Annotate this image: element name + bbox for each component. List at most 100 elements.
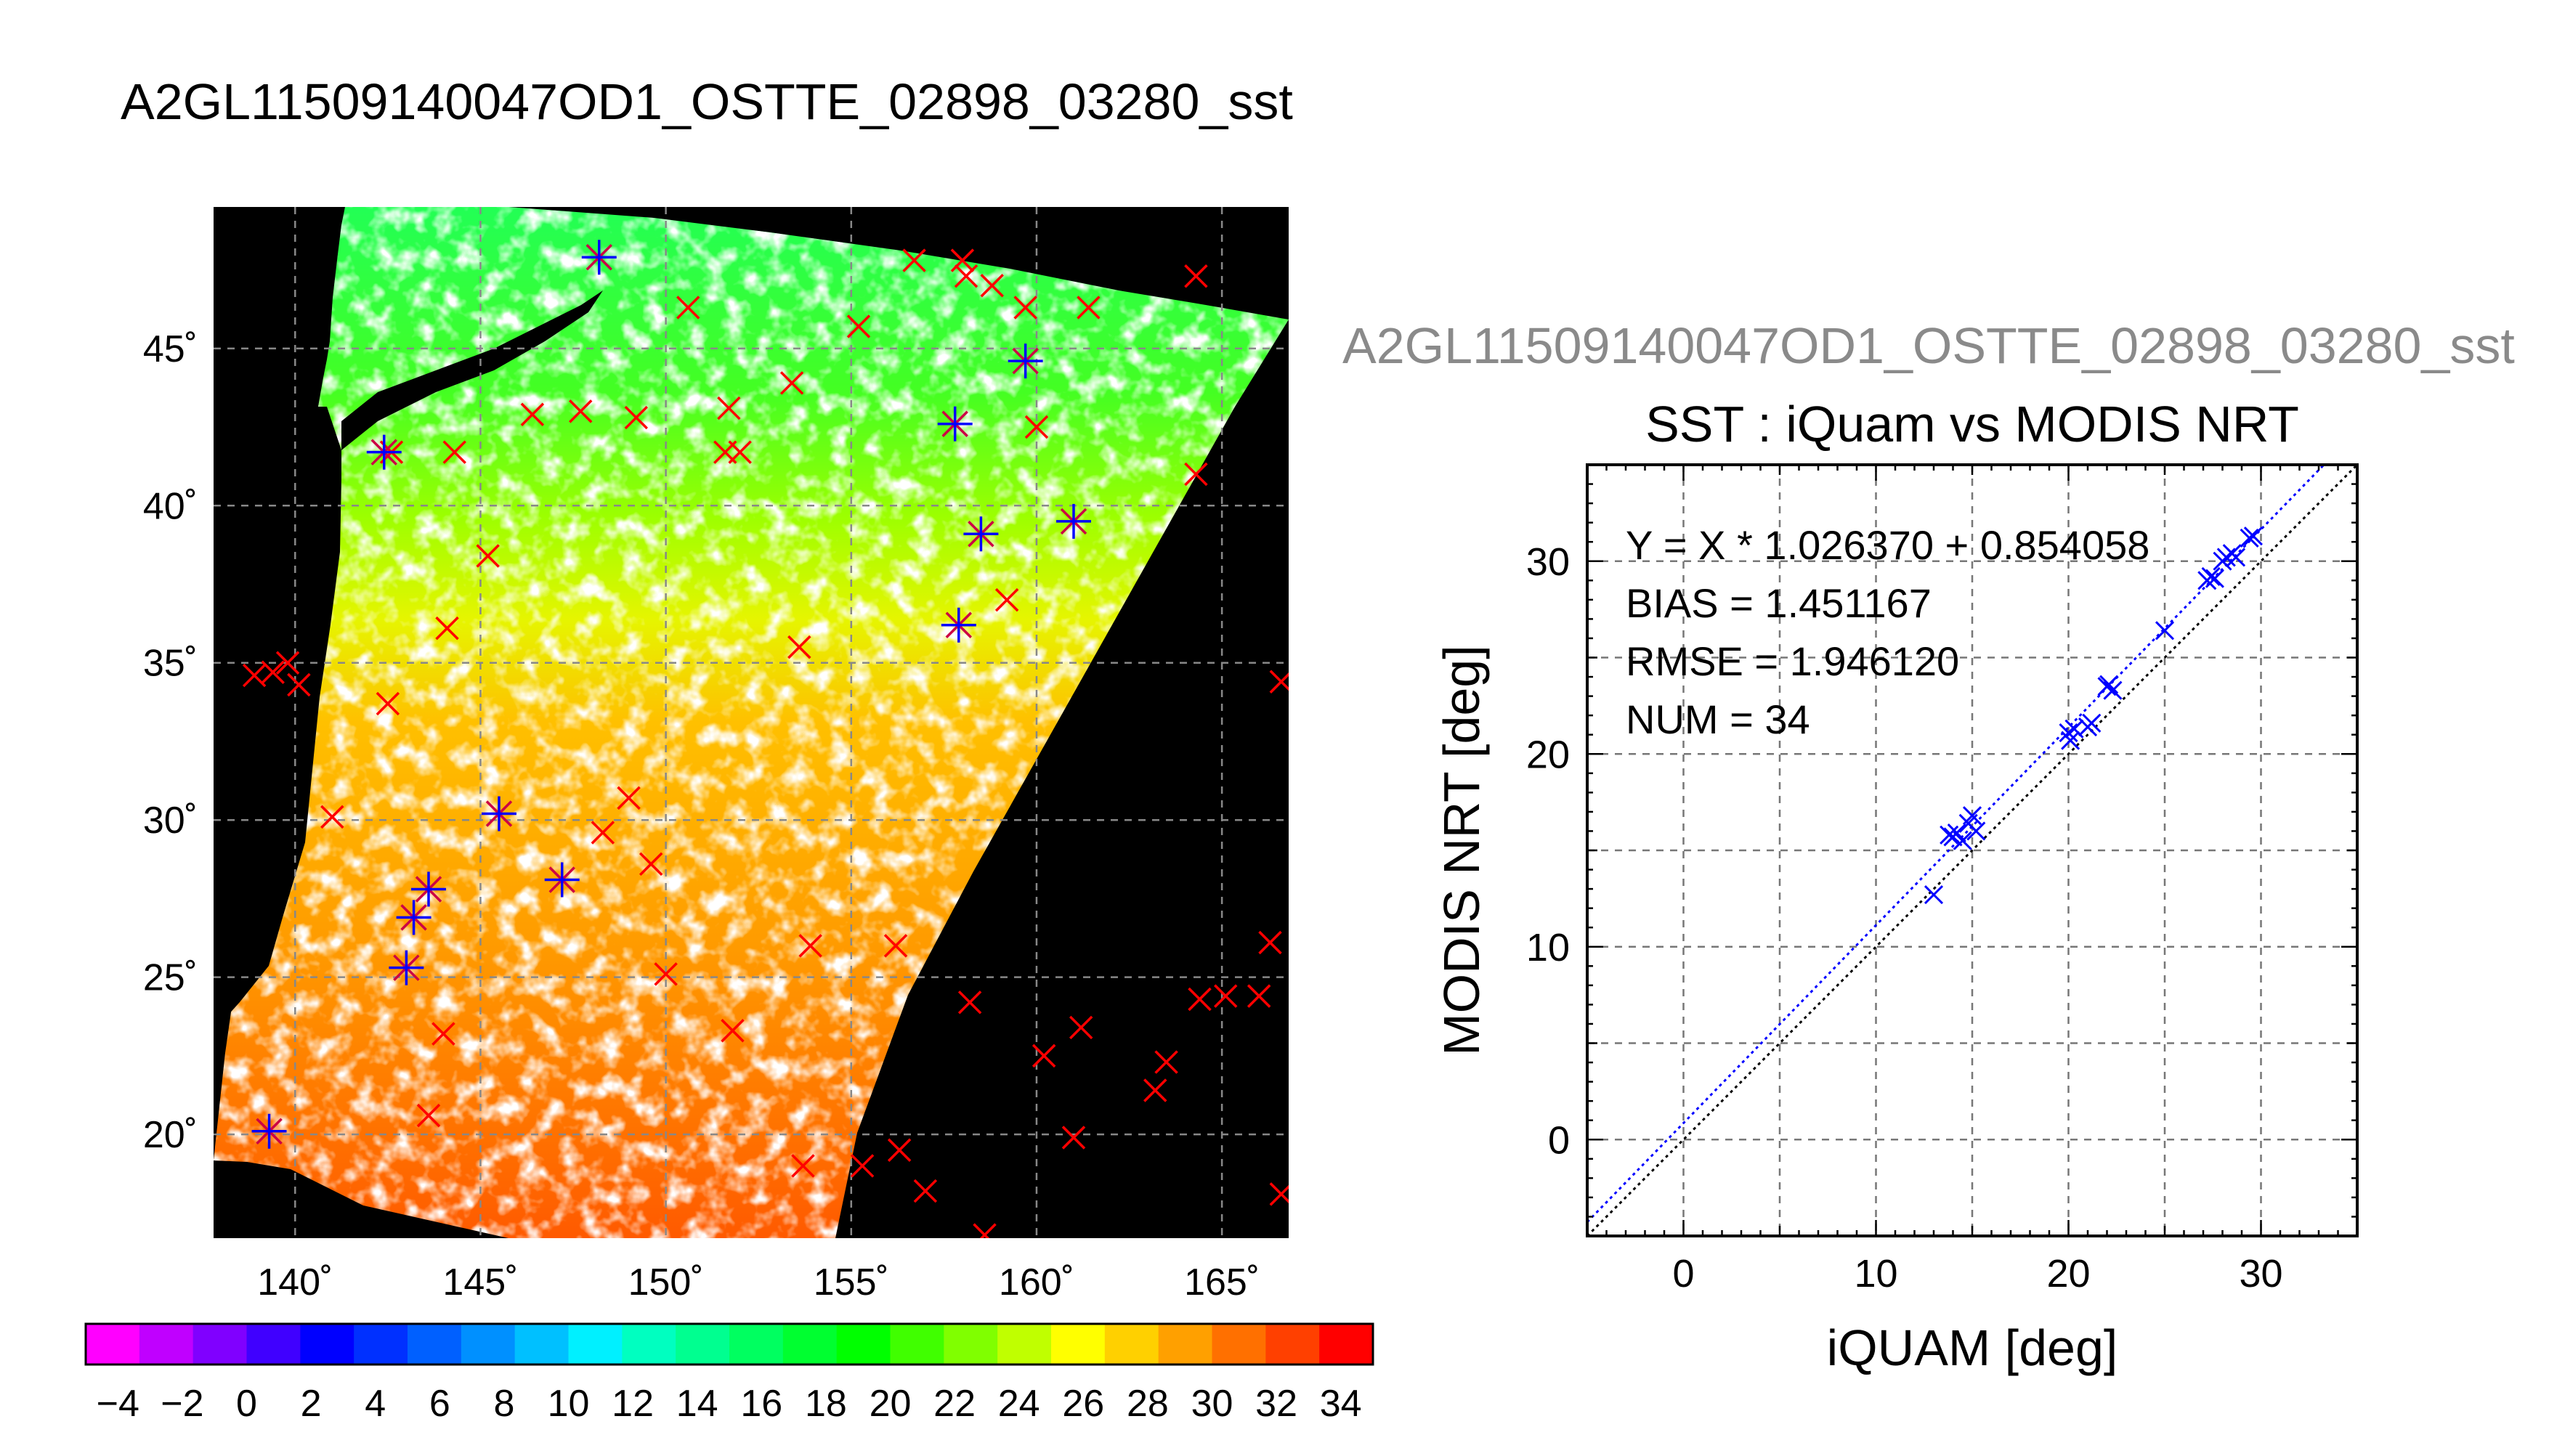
colorbar-tick-label: 8 (493, 1383, 514, 1425)
map-marker-red (569, 399, 593, 423)
map-marker-red (850, 1154, 875, 1178)
scatter-point (1953, 831, 1972, 850)
colorbar-cell (86, 1324, 140, 1365)
stats-rmse: RMSE = 1.946120 (1626, 638, 1959, 684)
map-marker-red (287, 672, 311, 697)
map-marker-blue-star (411, 871, 446, 907)
map-marker-red (520, 402, 545, 426)
map-marker-red (1184, 462, 1208, 487)
map-marker-red (1061, 1126, 1086, 1150)
map-marker-red (1258, 930, 1282, 955)
lat-tick-label: 20˚ (143, 1114, 198, 1156)
map-marker-red (973, 1223, 997, 1238)
lat-tick-label: 35˚ (143, 643, 198, 685)
colorbar-cell (944, 1324, 998, 1365)
map-gridlines (214, 207, 1289, 1238)
lat-tick-label: 30˚ (143, 800, 198, 842)
map-marker-red (1143, 1078, 1167, 1102)
map-marker-blue-star (389, 950, 424, 985)
colorbar-tick-label: 32 (1255, 1383, 1297, 1425)
scatter-x-tick-label: 20 (2046, 1252, 2090, 1296)
scatter-point (2240, 528, 2259, 548)
lon-tick-label: 150˚ (628, 1261, 704, 1304)
lat-tick-labels: 20˚ 25˚ 30˚ 35˚ 40˚ 45˚ (143, 328, 198, 1156)
colorbar-tick-label: 6 (429, 1383, 450, 1425)
colorbar-cell (890, 1324, 945, 1365)
lat-tick-label: 40˚ (143, 485, 198, 527)
scatter-point (2082, 713, 2102, 733)
stats-bias: BIAS = 1.451167 (1626, 580, 1932, 626)
colorbar-tick-label: 30 (1191, 1383, 1233, 1425)
scatter-x-tick-label: 10 (1854, 1252, 1897, 1296)
scatter-point (1940, 825, 1959, 845)
scatter-gridlines (1587, 465, 2357, 1236)
colorbar-tick-label: 28 (1127, 1383, 1169, 1425)
scatter-point (2243, 526, 2263, 546)
colorbar-tick-label: −2 (161, 1383, 203, 1425)
scatter-points (1924, 526, 2263, 905)
colorbar-tick-label: 22 (933, 1383, 976, 1425)
map-marker-red (1069, 1015, 1093, 1040)
regression-line (1587, 465, 2326, 1223)
map-marker-red (887, 1138, 912, 1163)
colorbar-cell (729, 1324, 784, 1365)
colorbar-cell (139, 1324, 194, 1365)
lon-tick-label: 160˚ (999, 1261, 1074, 1304)
map-marker-red (1214, 984, 1238, 1008)
stats-annotation: Y = X * 1.026370 + 0.854058 BIAS = 1.451… (1626, 522, 2149, 742)
colorbar-tick-label: 14 (676, 1383, 718, 1425)
map-marker-red (416, 1103, 441, 1128)
scatter-point (2103, 680, 2123, 700)
colorbar-cell (1051, 1324, 1106, 1365)
map-marker-red (676, 296, 700, 320)
colorbar-cell (193, 1324, 248, 1365)
map-marker-red (791, 1154, 815, 1178)
lon-tick-label: 155˚ (814, 1261, 889, 1304)
map-marker-red (435, 616, 459, 640)
scatter-xlabel: iQUAM [deg] (1827, 1319, 2118, 1376)
map-marker-blue-star (544, 862, 580, 898)
map-marker-red (1247, 984, 1271, 1008)
colorbar-cell (1158, 1324, 1213, 1365)
scatter-y-tick-label: 30 (1526, 540, 1570, 584)
colorbar-tick-labels: −4 −2 0 2 4 6 8 10 12 14 16 18 20 22 24 26 28 30 32 34 (97, 1383, 1362, 1425)
coastline-japan (214, 407, 341, 1031)
map-marker-red (376, 691, 400, 716)
colorbar-cell (1319, 1324, 1374, 1365)
scatter-point (2216, 548, 2236, 567)
scatter-point (1924, 885, 1944, 905)
colorbar-cell (1212, 1324, 1267, 1365)
lon-tick-label: 140˚ (257, 1261, 333, 1304)
iquam-points-unmatched (242, 248, 1289, 1238)
main-title: A2GL11509140047OD1_OSTTE_02898_03280_sst (121, 73, 1293, 130)
map-marker-red (1024, 415, 1049, 439)
map-marker-red (902, 248, 926, 272)
map-marker-red (713, 440, 737, 464)
coastline-kuril (341, 290, 603, 450)
map-marker-red (1013, 296, 1037, 320)
map-marker-red (798, 934, 822, 958)
map-marker-red (1184, 264, 1208, 288)
colorbar-cell (997, 1324, 1052, 1365)
map-marker-red (1032, 1044, 1056, 1068)
scatter-point (2226, 548, 2246, 567)
map-marker-blue-star (941, 607, 976, 643)
lat-tick-label: 45˚ (143, 328, 198, 370)
map-marker-red (617, 786, 641, 810)
map-marker-red (476, 544, 500, 568)
colorbar-tick-label: 10 (548, 1383, 590, 1425)
scatter-ticks: 0 0 10 10 20 20 30 30 (1526, 463, 2359, 1296)
map-marker-red (950, 248, 975, 272)
scatter-supertitle: A2GL11509140047OD1_OSTTE_02898_03280_sst (1342, 317, 2515, 374)
stats-num: NUM = 34 (1626, 696, 1810, 742)
scatter-point (1962, 806, 1982, 826)
lon-tick-label: 165˚ (1184, 1261, 1260, 1304)
map-marker-red (261, 660, 285, 684)
map-marker-blue-star (1008, 343, 1043, 379)
map-marker-red (431, 1022, 455, 1046)
map-marker-red (883, 934, 908, 958)
map-marker-red (1154, 1050, 1178, 1074)
colorbar-frame (84, 1322, 1374, 1366)
map-marker-red (980, 273, 1004, 298)
